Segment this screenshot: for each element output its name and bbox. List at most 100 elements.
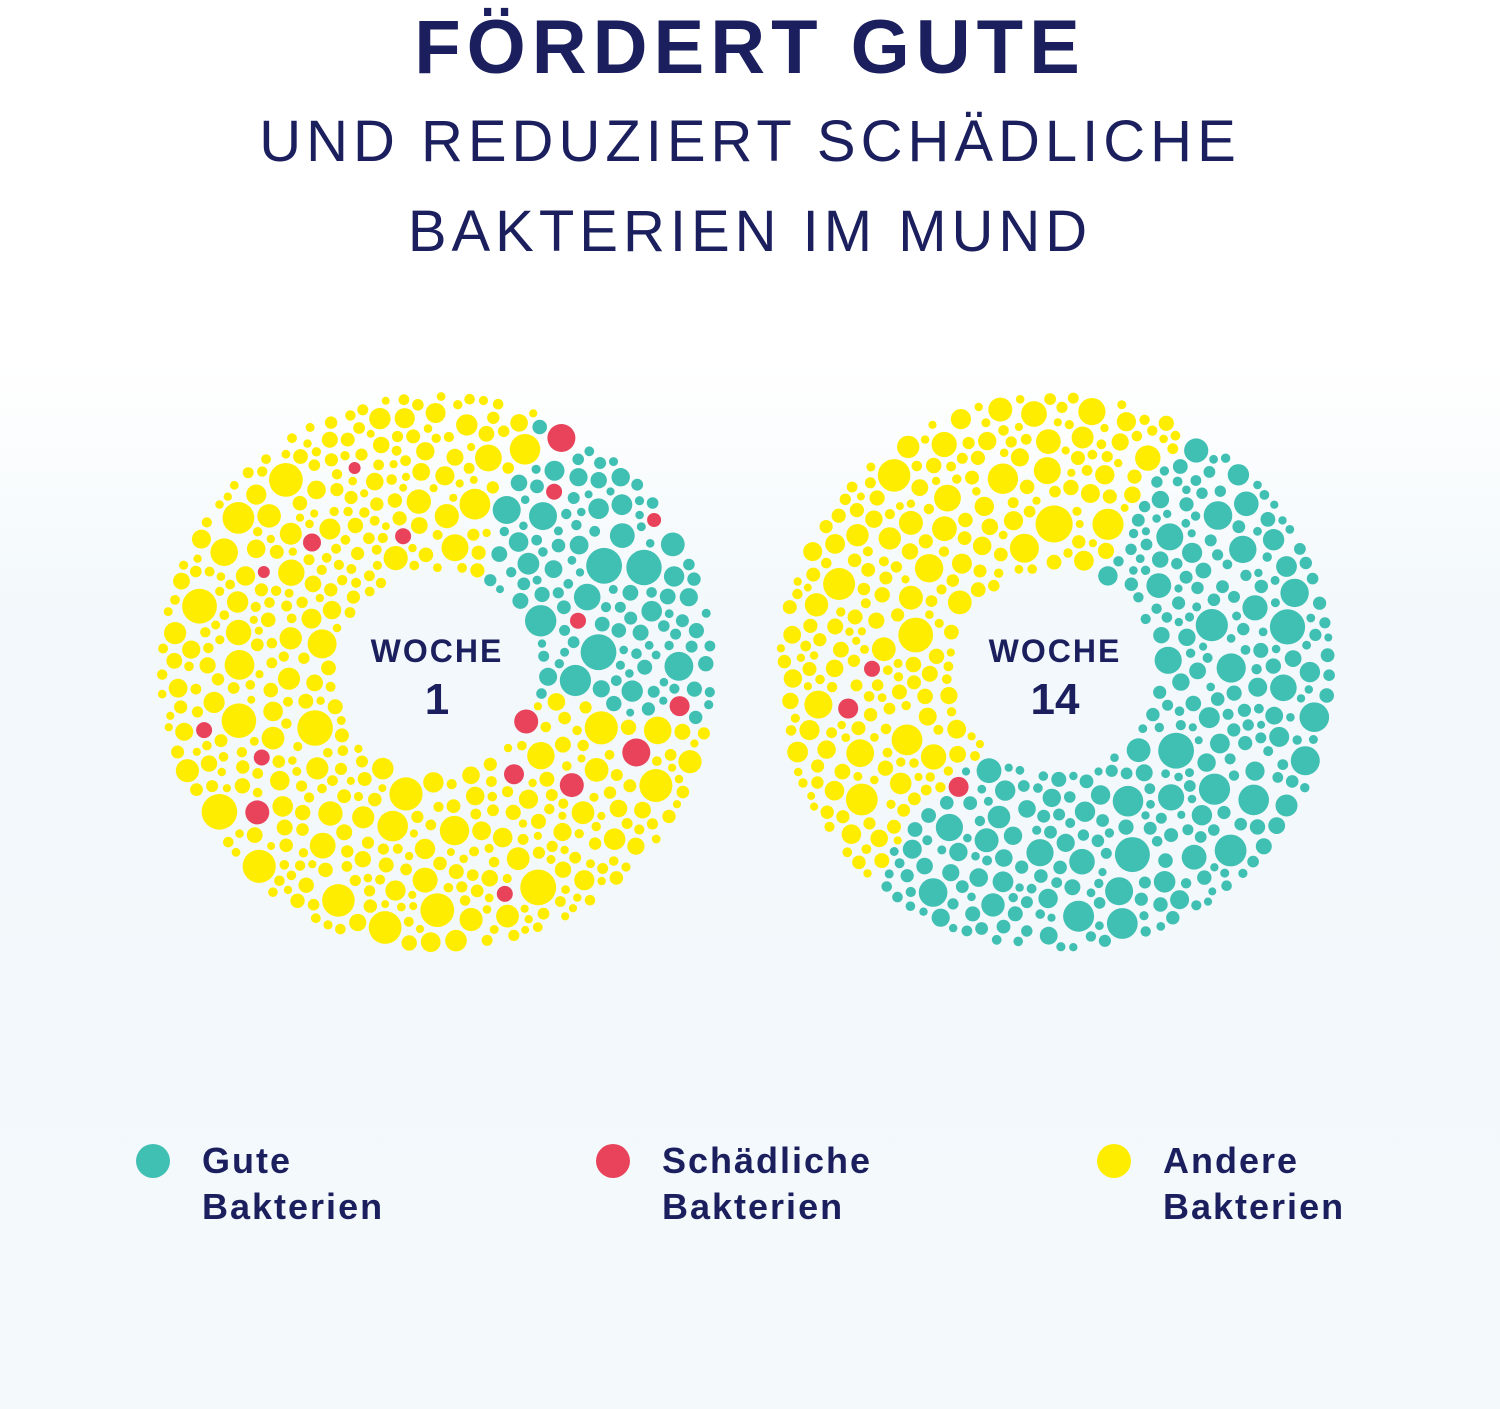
bubble-gute-bakterien: [1204, 534, 1217, 547]
bubble-andere-bakterien: [372, 560, 382, 571]
bubble-andere-bakterien: [478, 395, 489, 406]
bubble-gute-bakterien: [685, 640, 698, 653]
bubble-andere-bakterien: [509, 434, 541, 465]
bubble-andere-bakterien: [307, 480, 326, 500]
bubble-andere-bakterien: [931, 476, 941, 486]
bubble-gute-bakterien: [1144, 783, 1156, 795]
bubble-gute-bakterien: [1232, 520, 1246, 534]
bubble-andere-bakterien: [825, 659, 844, 678]
bubble-andere-bakterien: [492, 398, 504, 410]
bubble-andere-bakterien: [981, 518, 999, 536]
bubble-andere-bakterien: [175, 759, 199, 783]
bubble-gute-bakterien: [1275, 794, 1298, 817]
bubble-gute-bakterien: [572, 453, 584, 466]
bubble-andere-bakterien: [340, 432, 355, 447]
bubble-andere-bakterien: [809, 651, 819, 660]
bubble-gute-bakterien: [1015, 883, 1024, 892]
bubble-andere-bakterien: [792, 588, 803, 600]
bubble-andere-bakterien: [938, 546, 950, 557]
bubble-schaedliche-bakterien: [547, 424, 576, 452]
donut-chart-week-14: WOCHE 14: [776, 392, 1335, 952]
bubble-andere-bakterien: [1009, 533, 1039, 563]
bubble-gute-bakterien: [1253, 642, 1269, 658]
bubble-andere-bakterien: [846, 739, 875, 768]
bubble-gute-bakterien: [531, 464, 541, 474]
bubble-gute-bakterien: [1272, 772, 1284, 783]
bubble-gute-bakterien: [1324, 633, 1333, 642]
bubble-andere-bakterien: [529, 409, 538, 418]
bubble-andere-bakterien: [412, 463, 431, 481]
bubble-andere-bakterien: [307, 629, 337, 659]
bubble-andere-bakterien: [296, 596, 308, 608]
bubble-andere-bakterien: [608, 856, 619, 866]
bubble-andere-bakterien: [364, 570, 375, 582]
bubble-andere-bakterien: [406, 429, 421, 444]
bubble-gute-bakterien: [683, 558, 695, 571]
bubble-gute-bakterien: [1140, 613, 1151, 625]
bubble-gute-bakterien: [1143, 821, 1157, 835]
bubble-andere-bakterien: [544, 803, 555, 815]
bubble-andere-bakterien: [946, 707, 957, 717]
bubble-andere-bakterien: [484, 843, 494, 854]
bubble-andere-bakterien: [793, 577, 802, 586]
bubble-andere-bakterien: [547, 693, 566, 711]
bubble-andere-bakterien: [957, 531, 972, 545]
bubble-gute-bakterien: [935, 813, 964, 842]
bubble-andere-bakterien: [191, 706, 204, 718]
bubble-gute-bakterien: [982, 855, 993, 866]
bubble-andere-bakterien: [298, 848, 309, 858]
bubble-andere-bakterien: [870, 733, 879, 742]
bubble-andere-bakterien: [933, 724, 944, 735]
bubble-andere-bakterien: [403, 916, 414, 927]
bubble-andere-bakterien: [502, 873, 512, 884]
bubble-gute-bakterien: [1093, 897, 1106, 909]
bubble-gute-bakterien: [1177, 810, 1186, 819]
bubble-andere-bakterien: [383, 546, 408, 571]
bubble-andere-bakterien: [870, 829, 888, 848]
bubble-andere-bakterien: [1147, 425, 1158, 436]
bubble-gute-bakterien: [1226, 634, 1236, 643]
bubble-gute-bakterien: [996, 919, 1011, 934]
bubble-andere-bakterien: [381, 396, 390, 405]
bubble-gute-bakterien: [641, 600, 662, 622]
bubble-gute-bakterien: [517, 552, 540, 575]
bubble-andere-bakterien: [1053, 418, 1062, 427]
bubble-andere-bakterien: [483, 757, 497, 771]
bubble-andere-bakterien: [216, 572, 226, 581]
bubble-andere-bakterien: [1075, 520, 1084, 528]
bubble-gute-bakterien: [1257, 720, 1266, 729]
bubble-andere-bakterien: [409, 829, 418, 838]
bubble-andere-bakterien: [1005, 436, 1017, 448]
bubble-gute-bakterien: [1189, 662, 1206, 680]
bubble-andere-bakterien: [970, 450, 986, 465]
bubble-gute-bakterien: [609, 457, 618, 467]
bubble-andere-bakterien: [571, 801, 595, 825]
bubble-gute-bakterien: [1038, 888, 1058, 909]
bubble-gute-bakterien: [942, 864, 960, 882]
bubble-gute-bakterien: [590, 472, 607, 489]
bubble-andere-bakterien: [336, 824, 353, 841]
bubble-gute-bakterien: [1255, 838, 1272, 855]
bubble-andere-bakterien: [410, 517, 428, 534]
bubble-andere-bakterien: [486, 481, 499, 494]
bubble-gute-bakterien: [698, 656, 714, 672]
bubble-gute-bakterien: [532, 419, 547, 435]
bubble-andere-bakterien: [898, 585, 923, 610]
bubble-andere-bakterien: [947, 719, 967, 739]
bubble-andere-bakterien: [292, 495, 308, 511]
bubble-gute-bakterien: [1065, 818, 1076, 828]
bubble-andere-bakterien: [269, 463, 303, 497]
bubble-gute-bakterien: [1026, 883, 1037, 894]
bubble-andere-bakterien: [325, 681, 336, 692]
bubble-andere-bakterien: [363, 532, 375, 545]
bubble-andere-bakterien: [398, 394, 410, 406]
bubble-gute-bakterien: [1069, 943, 1078, 952]
bubble-andere-bakterien: [307, 898, 320, 911]
bubble-schaedliche-bakterien: [348, 462, 361, 474]
bubble-andere-bakterien: [911, 479, 929, 496]
bubble-gute-bakterien: [921, 808, 936, 823]
bubble-gute-bakterien: [1051, 877, 1063, 888]
bubble-gute-bakterien: [1294, 543, 1306, 555]
bubble-gute-bakterien: [644, 640, 654, 650]
bubble-gute-bakterien: [1174, 617, 1184, 627]
